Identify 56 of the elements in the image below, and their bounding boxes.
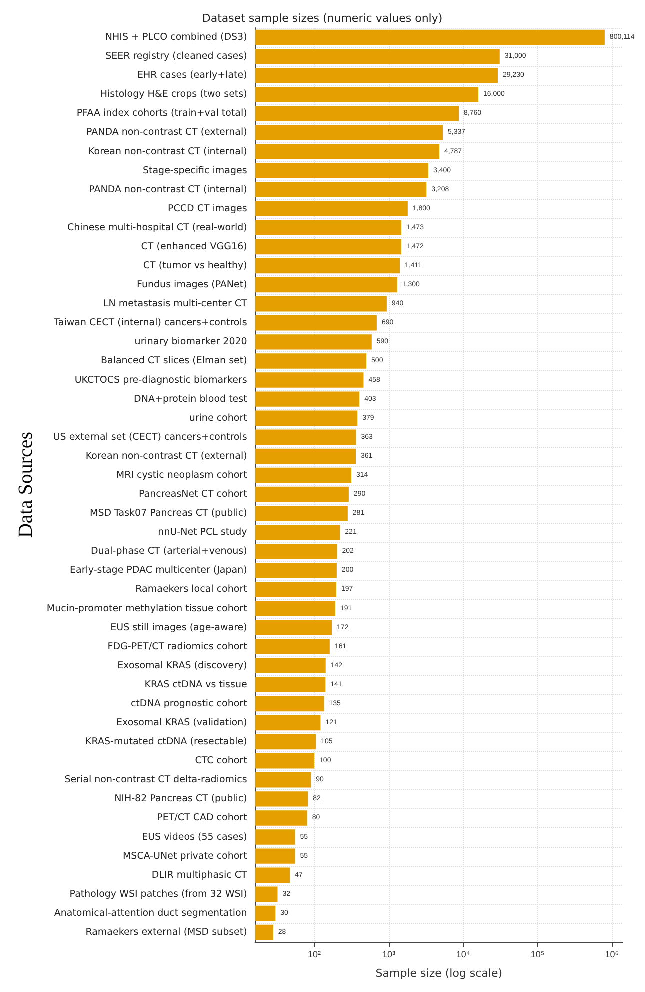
y-tick-label: EHR cases (early+late) [138,70,248,82]
x-tick-label: 10³ [382,950,396,960]
y-tick-label: Exosomal KRAS (validation) [116,718,248,729]
y-tick-label: Anatomical-attention duct segmentation [54,908,248,919]
y-tick-label: PFAA index cohorts (train+val total) [76,108,248,120]
x-axis-title: Sample size (log scale) [376,967,503,980]
y-tick-label: Chinese multi-hospital CT (real-world) [68,222,248,234]
x-tick-label: 10⁵ [530,950,545,960]
y-tick-label: UKCTOCS pre-diagnostic biomarkers [74,374,248,386]
chart-title: Dataset sample sizes (numeric values only) [202,12,443,25]
y-tick-label: PCCD CT images [168,203,248,214]
y-tick-label: MSCA-UNet private cohort [122,850,248,862]
y-tick-label: Balanced CT slices (Elman set) [100,356,248,367]
y-tick-label: KRAS ctDNA vs tissue [144,679,248,690]
y-tick-label: Taiwan CECT (internal) cancers+controls [53,318,248,329]
x-tick-label: 10² [308,950,322,960]
y-tick-label: Ramaekers local cohort [136,584,248,596]
y-tick-label: urinary biomarker 2020 [134,336,248,348]
y-tick-label: Stage-specific images [142,165,248,176]
y-tick-label: EUS videos (55 cases) [142,832,248,843]
y-tick-label: Korean non-contrast CT (external) [86,450,248,462]
y-tick-label: NIH-82 Pancreas CT (public) [114,794,248,805]
y-tick-label: PANDA non-contrast CT (external) [86,127,248,138]
y-tick-label: Histology H&E crops (two sets) [100,89,248,100]
y-tick-label: KRAS-mutated ctDNA (resectable) [86,736,248,748]
y-tick-label: urine cohort [189,412,248,424]
y-tick-label: ctDNA prognostic cohort [130,698,248,710]
y-tick-label: LN metastasis multi-center CT [103,298,248,310]
y-tick-label: DNA+protein blood test [134,394,248,405]
y-tick-label: Exosomal KRAS (discovery) [118,660,248,672]
y-tick-label: Mucin-promoter methylation tissue cohort [46,603,248,614]
y-tick-label: PANDA non-contrast CT (internal) [89,184,248,196]
y-tick-label: Early-stage PDAC multicenter (Japan) [70,565,248,576]
x-tick-label: 10⁴ [456,950,470,960]
y-tick-label: nnU-Net PCL study [158,527,248,538]
y-tick-label: Serial non-contrast CT delta-radiomics [64,774,248,786]
y-tick-label: Pathology WSI patches (from 32 WSI) [70,888,248,900]
y-tick-label: CTC cohort [195,756,248,767]
y-tick-label: NHIS + PLCO combined (DS3) [105,32,248,44]
y-tick-label: Korean non-contrast CT (internal) [88,146,248,158]
y-tick-label: FDG-PET/CT radiomics cohort [108,641,248,652]
y-tick-label: MSD Task07 Pancreas CT (public) [90,508,248,520]
y-tick-label: SEER registry (cleaned cases) [106,51,248,62]
y-tick-label: PET/CT CAD cohort [157,812,248,824]
y-tick-label: CT (tumor vs healthy) [143,260,248,272]
x-tick-label: 10⁶ [605,950,620,960]
y-tick-label: MRI cystic neoplasm cohort [116,470,248,481]
y-tick-label: EUS still images (age-aware) [110,622,248,634]
y-tick-label: Ramaekers external (MSD subset) [86,926,248,938]
y-tick-label: CT (enhanced VGG16) [141,241,248,252]
y-axis-title: Data Sources [15,432,37,538]
y-tick-label: US external set (CECT) cancers+controls [53,432,248,443]
y-tick-label: Fundus images (PANet) [137,280,248,291]
y-tick-label: PancreasNet CT cohort [138,489,248,500]
y-tick-label: Dual-phase CT (arterial+venous) [90,546,248,558]
y-tick-label: DLIR multiphasic CT [152,870,248,881]
